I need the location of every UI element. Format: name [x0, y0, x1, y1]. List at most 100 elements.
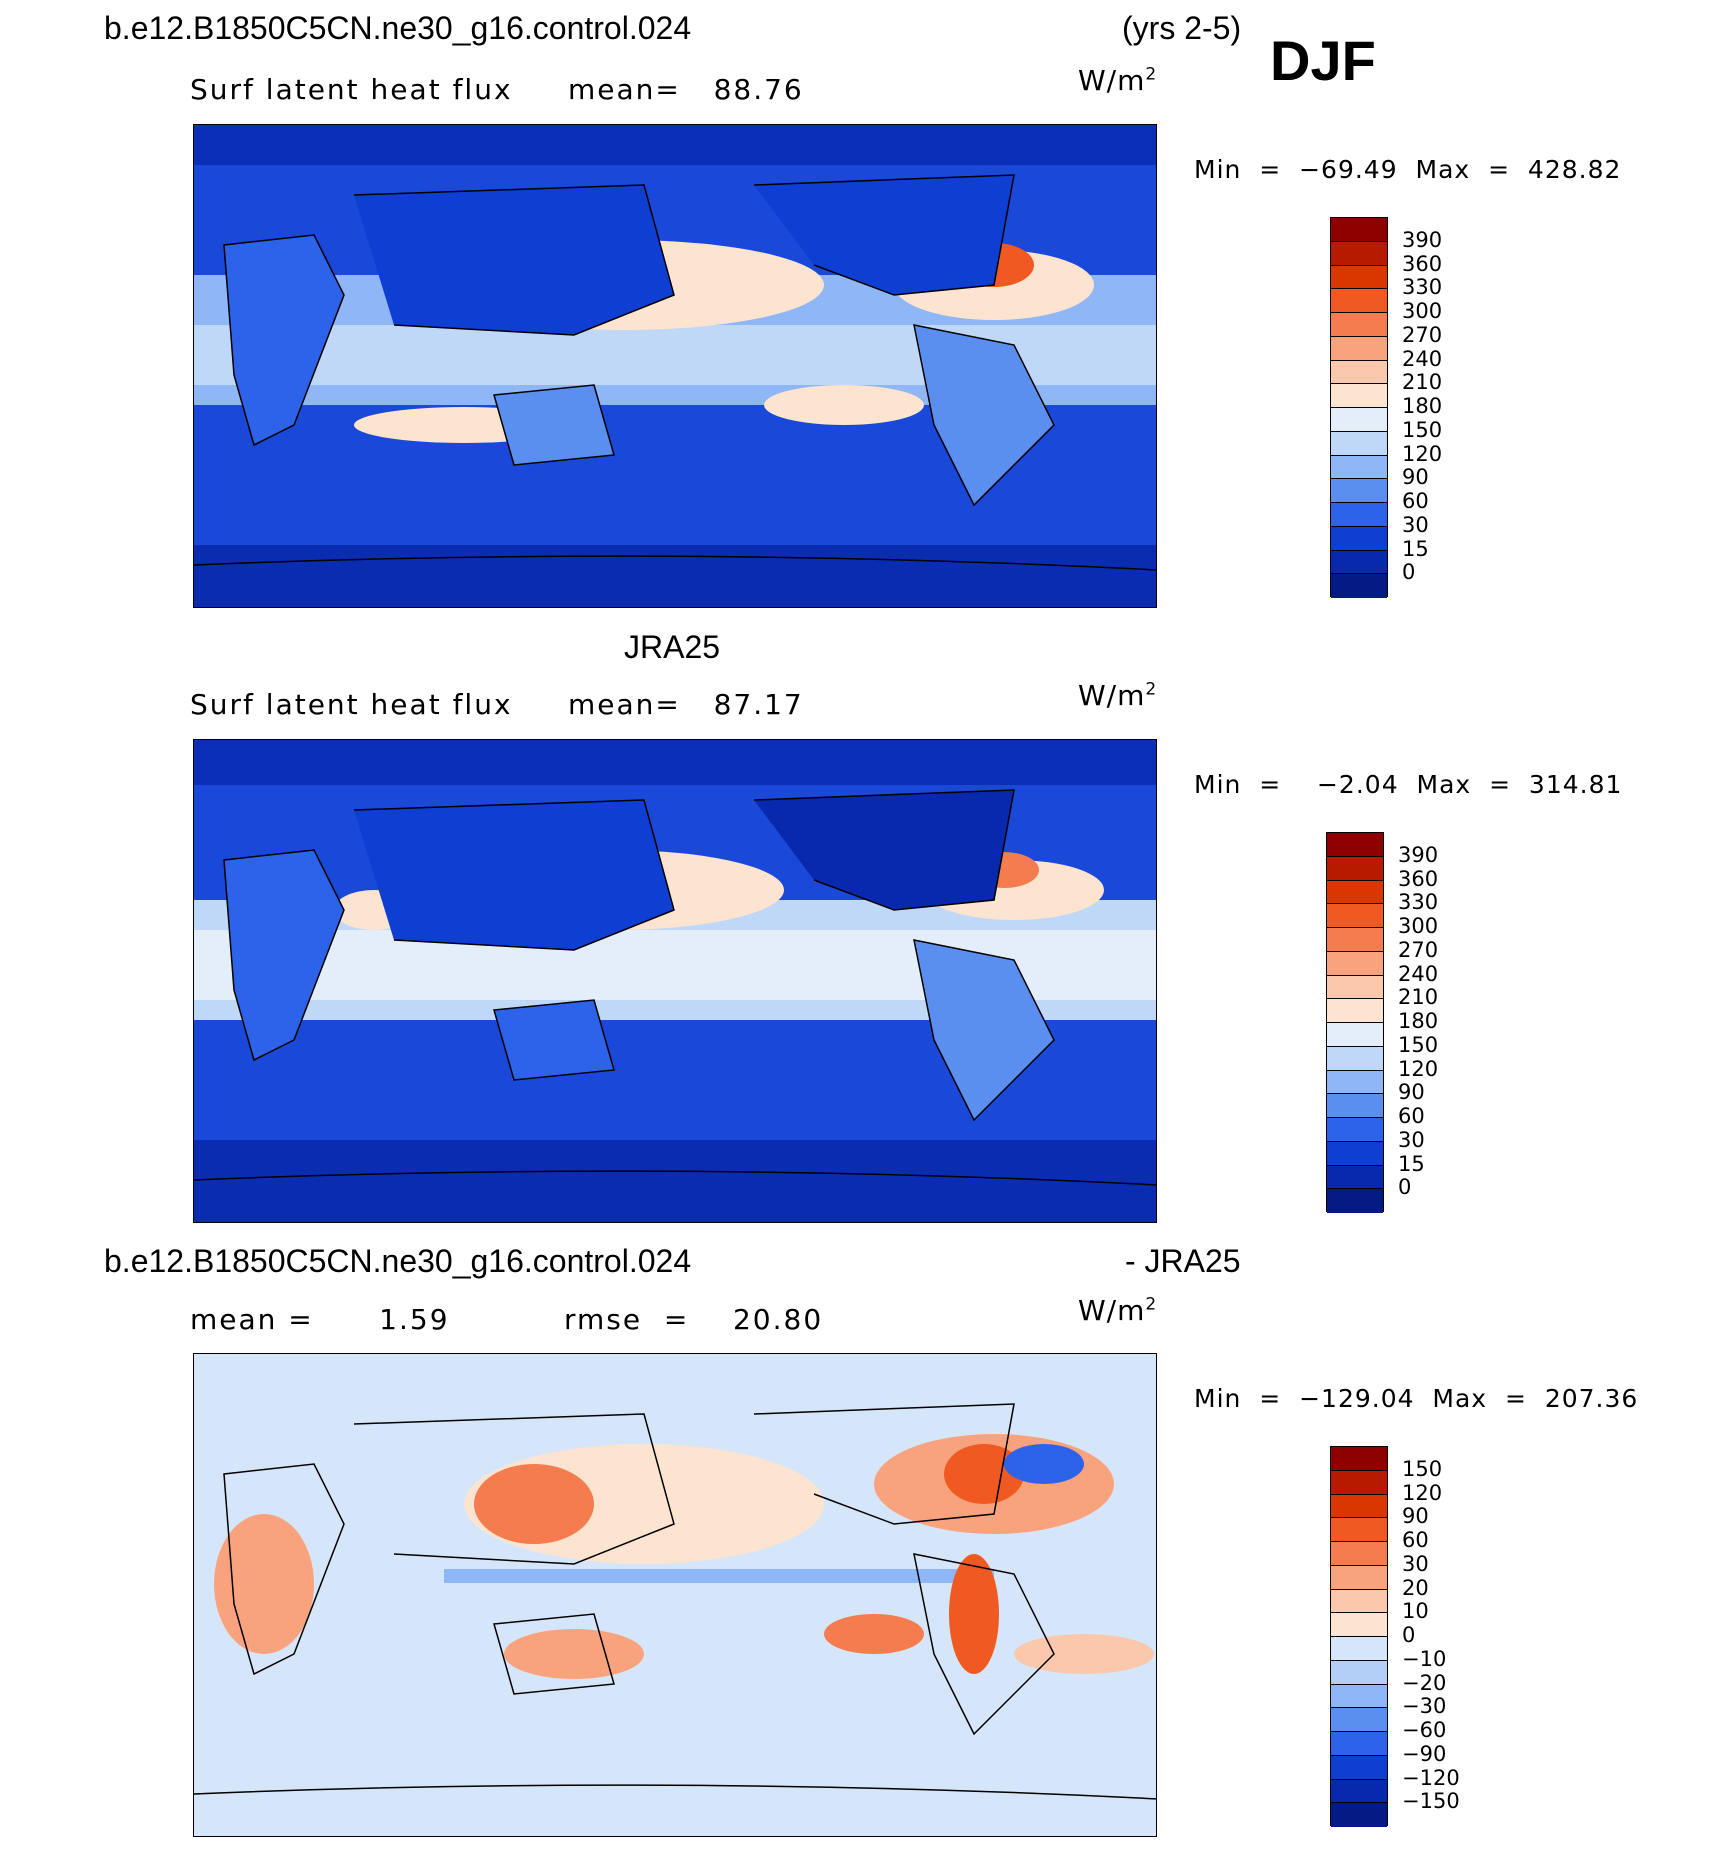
panel2-units: W/m2 [1078, 679, 1158, 712]
colorbar-tick-label: 210 [1398, 985, 1439, 1010]
colorbar-swatch [1331, 479, 1387, 503]
colorbar-tick-label: 270 [1398, 937, 1439, 962]
colorbar-tick-label: 60 [1402, 489, 1429, 513]
colorbar-tick-label: 60 [1398, 1104, 1425, 1128]
colorbar-tick-label: 150 [1398, 1032, 1439, 1057]
colorbar-tick-label: 390 [1398, 842, 1439, 867]
colorbar-tick-label: −90 [1402, 1741, 1447, 1766]
colorbar-swatch [1331, 408, 1387, 432]
panel1-mean-label: mean= 88.76 [568, 73, 804, 106]
panel2-minmax-label: Min = −2.04 Max = 314.81 [1194, 770, 1623, 799]
colorbar-tick-label: −60 [1402, 1718, 1447, 1742]
colorbar-tick-label: 180 [1402, 394, 1443, 418]
colorbar-swatch [1331, 265, 1387, 290]
case-name-title: b.e12.B1850C5CN.ne30_g16.control.024 [104, 10, 692, 46]
colorbar-swatch [1327, 999, 1383, 1023]
colorbar-tick-label: 15 [1402, 536, 1429, 561]
colorbar-tick-label: −120 [1402, 1765, 1460, 1790]
panel1-colorbar [1330, 217, 1388, 598]
colorbar-tick-label: 150 [1402, 417, 1443, 442]
colorbar-tick-label: 90 [1402, 1504, 1429, 1529]
colorbar-swatch [1331, 1470, 1387, 1495]
colorbar-swatch [1331, 1542, 1387, 1566]
panel2-colorbar [1326, 832, 1384, 1213]
colorbar-tick-label: 30 [1402, 1551, 1429, 1576]
colorbar-swatch [1331, 1755, 1387, 1780]
colorbar-tick-label: 60 [1402, 1528, 1429, 1552]
colorbar-swatch [1331, 1684, 1387, 1709]
colorbar-swatch [1331, 550, 1387, 575]
panel1-map [193, 124, 1157, 608]
colorbar-tick-label: 30 [1402, 512, 1429, 537]
colorbar-swatch [1327, 833, 1383, 857]
colorbar-swatch [1327, 951, 1383, 976]
colorbar-tick-label: 330 [1402, 275, 1443, 300]
panel3-units: W/m2 [1078, 1294, 1158, 1327]
colorbar-tick-label: −150 [1402, 1789, 1460, 1814]
colorbar-swatch [1331, 1660, 1387, 1685]
colorbar-tick-label: 360 [1398, 866, 1439, 891]
colorbar-swatch [1327, 975, 1383, 1000]
colorbar-swatch [1327, 1189, 1383, 1213]
panel3-mean-label: mean = 1.59 [190, 1303, 450, 1336]
panel1-variable-label: Surf latent heat flux [190, 73, 513, 106]
colorbar-swatch [1331, 574, 1387, 598]
panel3-title-right: - JRA25 [1125, 1243, 1241, 1279]
colorbar-tick-label: 180 [1398, 1009, 1439, 1033]
colorbar-swatch [1327, 928, 1383, 952]
panel3-colorbar [1330, 1446, 1388, 1827]
colorbar-tick-label: 300 [1402, 299, 1443, 323]
colorbar-swatch [1327, 1070, 1383, 1095]
panel3-map-plot [194, 1354, 1156, 1836]
panel2-mean-label: mean= 87.17 [568, 688, 804, 721]
colorbar-swatch [1331, 503, 1387, 527]
colorbar-tick-label: 240 [1402, 346, 1443, 371]
colorbar-swatch [1331, 218, 1387, 242]
colorbar-swatch [1331, 431, 1387, 456]
panel3-map [193, 1353, 1157, 1837]
colorbar-swatch [1331, 1565, 1387, 1590]
colorbar-tick-label: −10 [1402, 1646, 1447, 1671]
colorbar-swatch [1331, 1494, 1387, 1519]
panel1-minmax-label: Min = −69.49 Max = 428.82 [1194, 155, 1622, 184]
colorbar-tick-label: 150 [1402, 1456, 1443, 1481]
colorbar-swatch [1331, 1803, 1387, 1827]
colorbar-tick-label: 120 [1398, 1056, 1439, 1081]
colorbar-swatch [1331, 384, 1387, 408]
panel2-variable-label: Surf latent heat flux [190, 688, 513, 721]
colorbar-swatch [1327, 1141, 1383, 1166]
colorbar-swatch [1327, 904, 1383, 928]
colorbar-swatch [1331, 1447, 1387, 1471]
colorbar-tick-label: 90 [1398, 1080, 1425, 1105]
colorbar-swatch [1331, 1613, 1387, 1637]
colorbar-swatch [1327, 1118, 1383, 1142]
colorbar-tick-label: 90 [1402, 465, 1429, 490]
panel2-map-plot [194, 740, 1156, 1222]
colorbar-swatch [1327, 1046, 1383, 1071]
season-label: DJF [1270, 29, 1376, 92]
colorbar-swatch [1327, 856, 1383, 881]
panel2-map [193, 739, 1157, 1223]
colorbar-swatch [1331, 1518, 1387, 1542]
colorbar-tick-label: −20 [1402, 1670, 1447, 1695]
colorbar-swatch [1331, 1708, 1387, 1732]
colorbar-swatch [1331, 1732, 1387, 1756]
colorbar-swatch [1331, 289, 1387, 313]
colorbar-swatch [1331, 313, 1387, 337]
colorbar-tick-label: 10 [1402, 1599, 1429, 1624]
colorbar-tick-label: 0 [1398, 1175, 1412, 1200]
colorbar-swatch [1331, 336, 1387, 361]
colorbar-swatch [1327, 880, 1383, 905]
colorbar-swatch [1327, 1165, 1383, 1190]
years-label: (yrs 2-5) [1122, 10, 1242, 46]
colorbar-swatch [1327, 1094, 1383, 1118]
colorbar-swatch [1327, 1023, 1383, 1047]
colorbar-tick-label: 270 [1402, 322, 1443, 347]
colorbar-swatch [1331, 526, 1387, 551]
panel2-title: JRA25 [624, 629, 721, 665]
colorbar-tick-label: 330 [1398, 890, 1439, 915]
colorbar-tick-label: 120 [1402, 441, 1443, 466]
panel3-rmse-label: rmse = 20.80 [564, 1303, 824, 1336]
colorbar-swatch [1331, 360, 1387, 385]
colorbar-tick-label: 15 [1398, 1151, 1425, 1176]
